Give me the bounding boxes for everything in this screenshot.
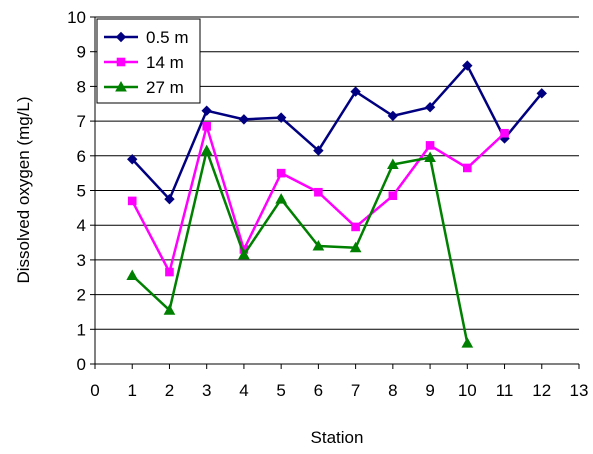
data-point — [238, 248, 250, 260]
y-tick-label: 1 — [77, 320, 86, 339]
x-tick-label: 10 — [458, 381, 477, 400]
data-point — [500, 128, 509, 138]
x-tick-label: 9 — [425, 381, 434, 400]
y-axis-title: Dissolved oxygen (mg/L) — [14, 96, 33, 283]
data-point — [314, 187, 323, 197]
data-point — [126, 269, 139, 281]
x-tick-label: 3 — [202, 381, 211, 400]
legend-marker — [116, 57, 126, 67]
y-tick-label: 5 — [77, 182, 86, 201]
series-line — [131, 149, 469, 344]
x-tick-label: 1 — [127, 381, 136, 400]
x-tick-label: 0 — [90, 381, 99, 400]
x-tick-label: 12 — [532, 381, 551, 400]
legend: 0.5 m 14 m 27 m — [96, 18, 201, 104]
data-point — [424, 151, 436, 163]
y-tick-label: 10 — [67, 8, 86, 27]
data-point — [388, 191, 398, 201]
x-tick-label: 7 — [351, 381, 360, 400]
y-tick-label: 3 — [77, 251, 86, 270]
legend-label: 0.5 m — [146, 28, 189, 47]
data-point — [127, 196, 137, 206]
y-tick-label: 6 — [77, 147, 86, 166]
data-series — [126, 60, 547, 348]
data-point — [312, 239, 325, 251]
data-point — [202, 122, 211, 131]
y-tick-label: 2 — [77, 286, 86, 305]
data-point — [463, 163, 472, 173]
data-point — [275, 112, 287, 123]
data-point — [200, 144, 213, 156]
data-point — [536, 88, 547, 99]
data-point — [462, 60, 473, 71]
x-tick-label: 13 — [570, 381, 589, 400]
data-point — [275, 193, 288, 204]
data-point — [350, 86, 361, 97]
series-2 — [126, 144, 474, 348]
legend-label: 14 m — [146, 53, 184, 72]
data-point — [461, 337, 474, 348]
y-tick-label: 4 — [77, 216, 86, 235]
series-line — [131, 64, 543, 201]
data-point — [351, 222, 360, 232]
data-point — [276, 168, 286, 178]
data-point — [163, 304, 176, 315]
y-tick-label: 9 — [77, 43, 86, 62]
legend-box — [96, 18, 201, 104]
data-point — [313, 145, 324, 156]
data-point — [201, 105, 212, 116]
legend-label: 27 m — [146, 78, 184, 97]
x-axis-title: Station — [311, 428, 364, 447]
y-tick-label: 0 — [77, 355, 86, 374]
x-tick-label: 2 — [165, 381, 174, 400]
y-tick-label: 7 — [77, 112, 86, 131]
data-point — [424, 102, 436, 113]
x-tick-label: 8 — [388, 381, 397, 400]
data-point — [387, 110, 399, 122]
data-point — [425, 141, 435, 150]
x-tick-label: 4 — [239, 381, 248, 400]
y-tick-label: 8 — [77, 77, 86, 96]
x-tick-label: 5 — [276, 381, 285, 400]
legend-marker — [115, 80, 127, 92]
data-point — [164, 193, 175, 205]
data-point — [238, 114, 250, 125]
data-point — [127, 154, 138, 165]
x-tick-label: 11 — [496, 381, 514, 400]
x-tick-label: 6 — [314, 381, 323, 400]
data-point — [165, 267, 174, 277]
data-point — [386, 158, 399, 169]
data-point — [349, 241, 362, 253]
legend-marker — [115, 31, 127, 43]
